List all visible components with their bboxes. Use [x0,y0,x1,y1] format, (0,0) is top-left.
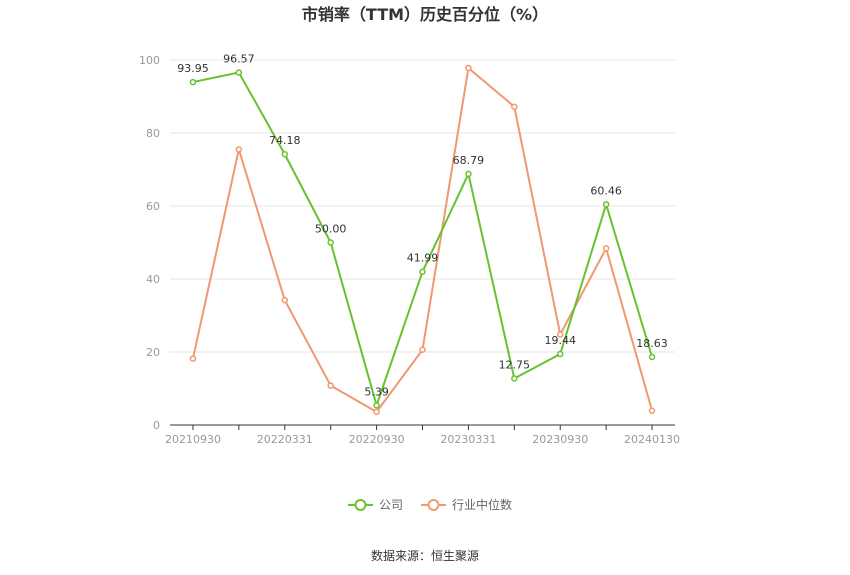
data-point [648,407,656,415]
data-point [465,64,472,72]
data-label: 50.00 [315,223,347,236]
x-tick-label: 20220930 [349,433,405,446]
data-point [189,78,197,86]
source-note: 数据来源：恒生聚源 [371,548,479,563]
data-label: 18.63 [636,337,668,350]
data-point [419,268,426,275]
y-tick-label: 60 [146,200,160,213]
y-axis: 0 20 40 60 80 100 [139,54,160,432]
data-label: 19.44 [544,334,576,347]
data-label: 12.75 [499,358,531,371]
data-point [281,150,289,158]
data-point [511,103,518,110]
data-label: 41.99 [407,252,439,265]
data-point [465,170,472,178]
data-label: 93.95 [177,62,209,75]
chart-title: 市销率（TTM）历史百分位（%） [302,5,548,24]
grid [170,59,675,353]
data-label: 5.39 [364,385,389,398]
data-point [648,353,656,361]
data-point [373,408,380,416]
y-tick-label: 40 [146,273,160,286]
data-point [235,69,243,76]
data-point [189,355,197,362]
data-point [281,296,289,304]
data-label: 74.18 [269,134,301,147]
x-tick-label: 20210930 [165,433,221,446]
data-point [602,201,610,208]
data-point [602,245,610,252]
data-point [511,375,518,382]
x-tick-label: 20230331 [440,433,496,446]
data-point [327,382,334,389]
y-tick-label: 0 [153,419,160,432]
y-tick-label: 80 [146,127,160,140]
data-point [556,331,564,338]
data-label: 68.79 [453,154,485,167]
legend-label: 行业中位数 [452,497,512,512]
series-line-0 [192,71,654,407]
legend-label: 公司 [379,498,403,512]
data-labels: 93.95 96.57 74.18 50.00 5.39 41.99 68.79 12.75 1… [177,53,668,399]
x-tick-label: 20220331 [257,433,313,446]
legend-marker-icon [354,499,367,511]
x-axis: 20210930 20220331 20220930 20230331 20230930… [165,424,680,446]
data-label: 96.57 [223,53,255,66]
legend-item-1[interactable]: 行业中位数 [421,497,512,512]
data-point [373,402,380,409]
legend-item-0[interactable]: 公司 [348,498,403,512]
legend[interactable]: 公司 行业中位数 [348,497,512,512]
series-line-1 [191,67,654,413]
data-point [419,346,426,354]
y-tick-label: 100 [139,54,160,67]
data-point [235,146,243,153]
y-tick-label: 20 [146,346,160,359]
data-point [556,350,564,358]
series-layer [189,64,656,416]
x-tick-label: 20230930 [532,433,588,446]
x-tick-label: 20240130 [624,433,680,446]
data-point [327,239,334,246]
legend-marker-icon [427,499,440,511]
data-label: 60.46 [590,184,622,197]
